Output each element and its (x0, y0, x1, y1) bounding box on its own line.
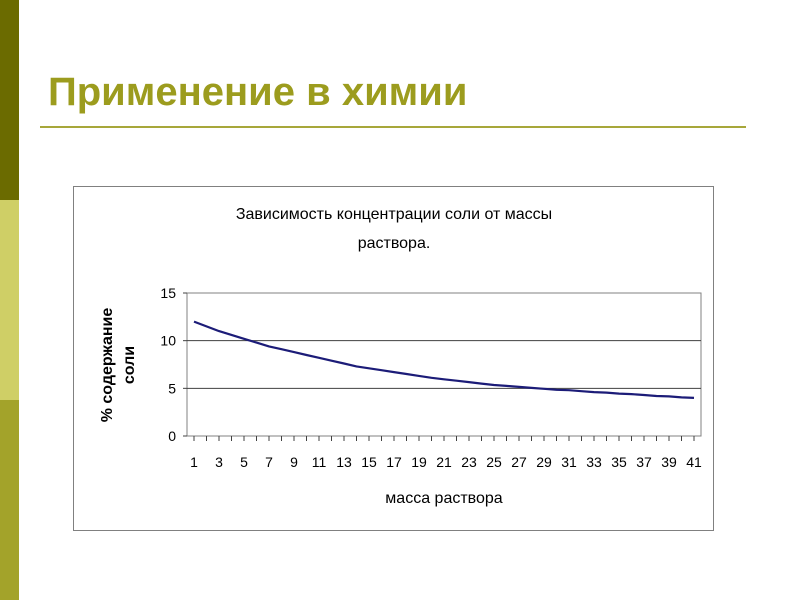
series-line (193, 320, 695, 399)
y-axis-label-line: соли (121, 346, 138, 384)
x-tick-label: 37 (636, 454, 652, 470)
x-tick-label: 41 (686, 454, 702, 470)
x-tick-label: 39 (661, 454, 677, 470)
x-tick-label: 27 (511, 454, 527, 470)
y-tick-label: 10 (160, 333, 176, 349)
side-bar-mid (0, 400, 19, 600)
x-tick-label: 7 (265, 454, 273, 470)
y-axis-label: % содержание соли (99, 308, 138, 423)
x-tick-label: 19 (411, 454, 427, 470)
chart-title-line: раствора. (358, 235, 431, 252)
y-tick-label: 0 (168, 428, 176, 444)
x-tick-label: 23 (461, 454, 477, 470)
y-tick-label: 15 (160, 285, 176, 301)
x-tick-label: 11 (312, 454, 327, 470)
x-tick-label: 9 (290, 454, 298, 470)
x-axis-label: масса раствора (385, 490, 502, 507)
x-tick-label: 29 (536, 454, 552, 470)
slide-title: Применение в химии (48, 70, 468, 114)
x-tick-label: 17 (386, 454, 402, 470)
x-tick-label: 5 (240, 454, 248, 470)
x-tick-label: 33 (586, 454, 602, 470)
chart-title-line: Зависимость концентрации соли от массы (236, 206, 552, 223)
plot-area (186, 292, 702, 437)
x-tick-label: 13 (336, 454, 352, 470)
side-bar-dark (0, 0, 19, 200)
x-tick-label: 15 (361, 454, 377, 470)
chart-frame (73, 186, 714, 531)
x-tick-label: 1 (190, 454, 198, 470)
y-axis-label-line: % содержание (99, 308, 116, 423)
y-tick-label: 5 (168, 380, 176, 396)
x-tick-label: 35 (611, 454, 627, 470)
side-bar-light (0, 200, 19, 400)
title-underline (40, 126, 746, 128)
x-tick-label: 21 (436, 454, 452, 470)
x-tick-label: 31 (561, 454, 577, 470)
x-tick-label: 3 (215, 454, 223, 470)
x-tick-label: 25 (486, 454, 502, 470)
